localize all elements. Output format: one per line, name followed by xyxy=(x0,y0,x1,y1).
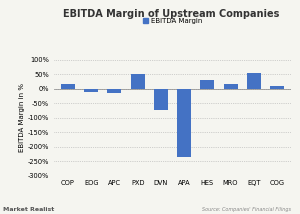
Text: Market Realist: Market Realist xyxy=(3,207,54,212)
Bar xyxy=(200,80,214,89)
Y-axis label: EBITDA Margin in %: EBITDA Margin in % xyxy=(19,83,25,152)
Text: EBITDA Margin of Upstream Companies: EBITDA Margin of Upstream Companies xyxy=(63,9,279,19)
Bar xyxy=(224,85,238,89)
Text: Source: Companies' Financial Filings: Source: Companies' Financial Filings xyxy=(202,207,291,212)
Bar xyxy=(247,73,261,89)
Bar xyxy=(107,89,122,93)
Bar xyxy=(154,89,168,110)
Bar xyxy=(270,86,284,89)
Bar xyxy=(177,89,191,157)
Legend: EBITDA Margin: EBITDA Margin xyxy=(140,15,205,27)
Bar xyxy=(131,74,145,89)
Bar xyxy=(84,89,98,92)
Bar xyxy=(61,85,75,89)
